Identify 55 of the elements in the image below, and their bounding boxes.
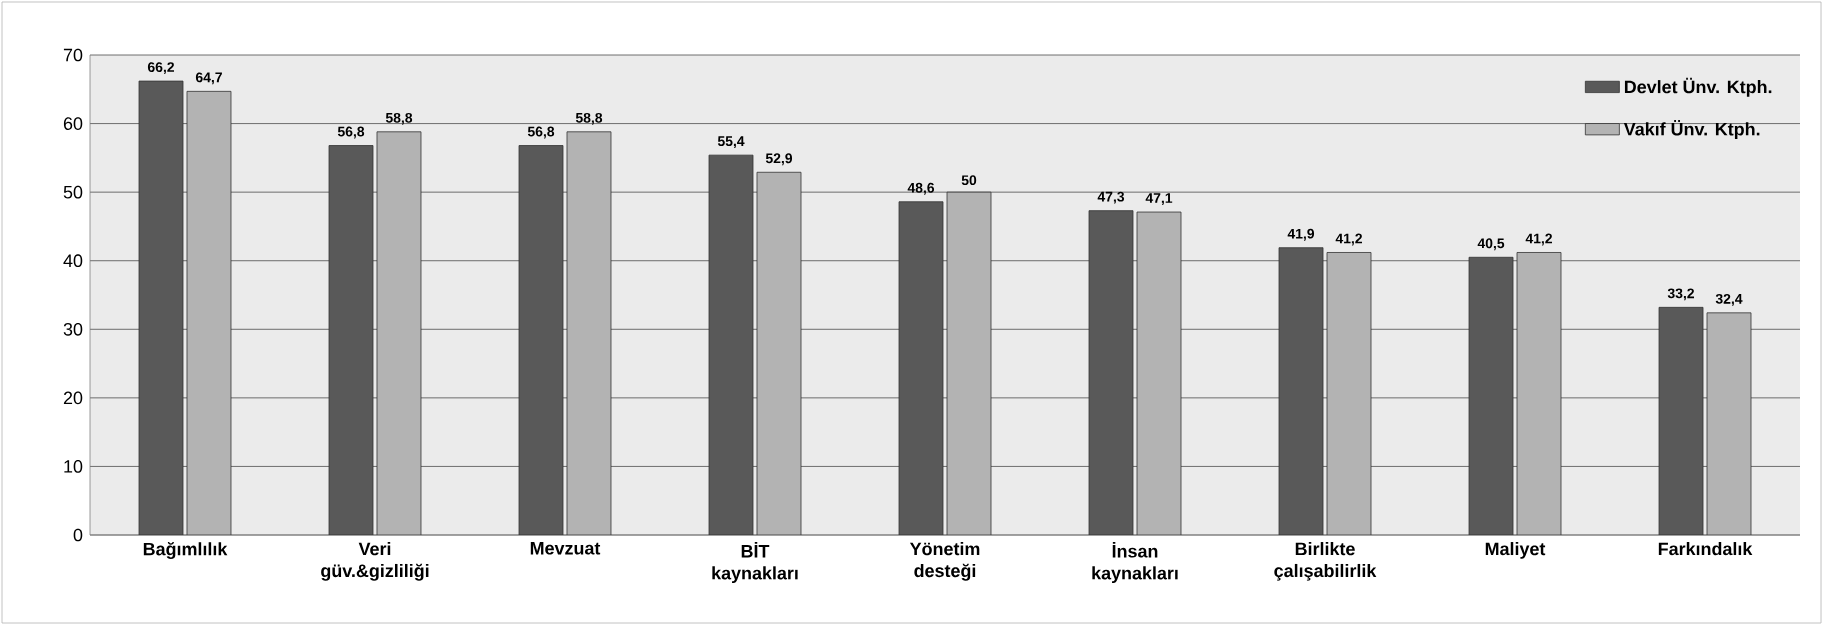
data-label: 47,1	[1145, 193, 1173, 205]
data-label: 56,8	[337, 126, 365, 139]
bar	[328, 145, 374, 535]
bar	[518, 145, 564, 535]
bar	[376, 131, 422, 535]
bar	[566, 131, 612, 535]
data-label: 50	[961, 175, 977, 186]
data-label: 41,2	[1335, 233, 1362, 246]
data-label: 41,9	[1287, 228, 1315, 241]
bar	[1468, 256, 1514, 535]
bar	[1516, 252, 1562, 535]
y-tick-label: 50	[63, 185, 83, 199]
data-label: 33,2	[1667, 288, 1695, 301]
x-tick-label: Veri güv.&gizliliği	[321, 542, 429, 581]
bar	[946, 191, 992, 535]
y-tick-label: 10	[64, 460, 83, 473]
y-tick-label: 70	[63, 48, 83, 62]
x-tick-label: Mevzuat	[530, 542, 601, 555]
x-tick-label: İnsan kaynakları	[1092, 542, 1178, 584]
data-label: 41,2	[1525, 233, 1552, 246]
data-label: 66,2	[147, 62, 175, 75]
data-label: 32,4	[1715, 293, 1743, 306]
x-tick-label: Farkındalık	[1658, 542, 1753, 556]
data-label: 64,7	[195, 72, 222, 85]
x-tick-label: Bağımlılık	[143, 542, 228, 560]
data-label: 58,8	[385, 112, 413, 125]
y-tick-label: 40	[63, 254, 83, 268]
bar	[1326, 252, 1372, 535]
bar	[186, 90, 232, 535]
bar	[898, 201, 944, 535]
y-tick-label: 20	[63, 391, 83, 405]
data-label: 52,9	[765, 153, 793, 166]
bar	[756, 171, 802, 535]
bar	[1658, 306, 1704, 535]
x-tick-label: Maliyet	[1485, 542, 1546, 559]
x-tick-label: Birlikte çalışabilirlik	[1274, 542, 1377, 581]
bar	[1088, 210, 1134, 535]
data-label: 58,8	[575, 112, 603, 125]
legend-label: Devlet Ünv. Ktph.	[1624, 77, 1772, 97]
data-label: 47,3	[1097, 191, 1125, 204]
data-label: 55,4	[717, 136, 745, 149]
y-tick-label: 0	[73, 528, 83, 542]
y-tick-label: 60	[63, 117, 83, 130]
legend-label: Vakıf Ünv. Ktph.	[1623, 120, 1760, 140]
bar	[1136, 211, 1182, 535]
x-tick-label: Yönetim desteği	[909, 542, 980, 581]
x-tick-label: BİT kaynakları	[712, 542, 798, 584]
bar	[708, 154, 754, 535]
bar	[1706, 312, 1752, 535]
y-tick-label: 30	[63, 322, 83, 336]
data-label: 40,5	[1477, 238, 1505, 251]
bar	[1278, 247, 1324, 535]
data-label: 56,8	[527, 126, 555, 139]
data-label: 48,6	[907, 182, 935, 195]
bar	[138, 80, 184, 535]
